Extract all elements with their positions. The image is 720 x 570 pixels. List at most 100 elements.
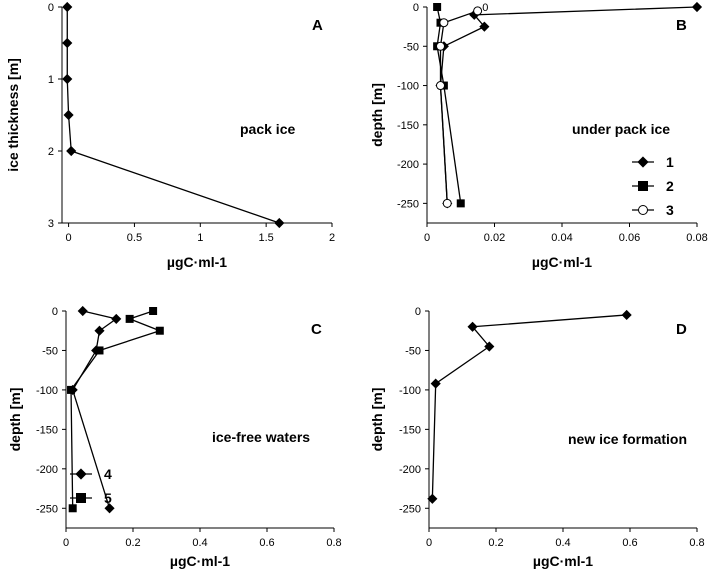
panel-annotation: under pack ice xyxy=(572,121,670,137)
x-tick-label: 0.06 xyxy=(619,232,640,244)
series-line-1 xyxy=(439,6,698,204)
x-tick-label: 0.5 xyxy=(127,232,142,244)
series-line-0 xyxy=(66,7,280,224)
legend-marker-1 xyxy=(637,156,649,168)
data-point-4 xyxy=(94,325,105,336)
legend-marker-2 xyxy=(638,181,648,191)
data-point-4 xyxy=(77,305,88,317)
x-tick-label: 0.8 xyxy=(326,537,341,549)
panel-letter: D xyxy=(676,321,687,338)
x-tick-label: 0.2 xyxy=(488,537,503,549)
y-tick-label: 1 xyxy=(48,74,54,86)
x-axis-label: µgC·ml-1 xyxy=(533,553,593,569)
data-point-2 xyxy=(433,3,442,11)
y-tick-label: -250 xyxy=(36,503,58,515)
y-axis-label: depth [m] xyxy=(369,388,385,452)
y-tick-label: -150 xyxy=(397,120,419,132)
y-axis-label: depth [m] xyxy=(369,83,385,147)
data-point-5 xyxy=(95,346,104,355)
legend-label: 4 xyxy=(104,466,112,482)
legend: 45 xyxy=(70,466,112,506)
data-point-2 xyxy=(456,199,465,208)
series-line-0 xyxy=(431,314,627,499)
y-tick-label: -200 xyxy=(397,159,419,171)
data-point-5 xyxy=(68,504,77,513)
y-tick-label: -150 xyxy=(36,424,58,436)
x-tick-label: 0.08 xyxy=(686,232,707,244)
data-point-0 xyxy=(62,37,73,49)
y-tick-label: -50 xyxy=(42,345,58,357)
data-point-5 xyxy=(125,314,134,323)
chart-panel-b: 0 0.02 0.04 0.06 0.08 0 -50 -100 -150 -200 -250 µgC… xyxy=(369,1,708,270)
x-tick-label: 0.2 xyxy=(125,537,140,549)
data-point-3 xyxy=(436,41,445,51)
series-line-2 xyxy=(436,6,462,204)
y-tick-label: 3 xyxy=(48,218,54,230)
y-tick-label: -50 xyxy=(405,345,421,357)
data-point-4 xyxy=(104,503,115,514)
data-point-1 xyxy=(479,21,490,32)
x-tick-label: 1.5 xyxy=(258,232,273,244)
data-point-0 xyxy=(484,341,495,352)
y-tick-label: -250 xyxy=(399,503,421,515)
chart-panel-c: 0 0.2 0.4 0.6 0.8 0 -50 -100 -150 -200 -250 µgC·ml-… xyxy=(7,305,342,569)
series-line-5 xyxy=(70,310,161,509)
data-point-3 xyxy=(442,198,452,208)
y-axis-label: ice thickness [m] xyxy=(5,58,21,172)
data-point-5 xyxy=(67,385,76,394)
x-tick-label: 0.4 xyxy=(192,537,207,549)
data-point-1 xyxy=(691,1,703,13)
x-tick-label: 0.8 xyxy=(689,537,704,549)
data-point-3 xyxy=(436,81,445,91)
x-tick-label: 0 xyxy=(63,537,69,549)
y-tick-label: -100 xyxy=(399,385,421,397)
y-tick-label: 0 xyxy=(415,306,421,318)
chart-panel-d: 0 0.2 0.4 0.6 0.8 0 -50 -100 -150 -200 -250 µgC·ml-… xyxy=(369,306,705,569)
x-tick-label: 0.6 xyxy=(259,537,274,549)
data-point-0 xyxy=(63,109,74,121)
data-point-5 xyxy=(155,326,164,335)
data-point-5 xyxy=(149,307,158,315)
legend-label: 1 xyxy=(666,154,674,170)
x-axis-label: µgC·ml-1 xyxy=(532,254,592,270)
panel-letter: C xyxy=(311,321,322,338)
x-tick-label: 0 xyxy=(66,232,72,244)
y-tick-label: -200 xyxy=(399,464,421,476)
x-tick-label: 2 xyxy=(329,232,335,244)
legend-label: 3 xyxy=(666,202,674,218)
chart-panel-a: 0 0.5 1 1.5 2 0 1 2 3 µgC·ml-1 ice thickness [m] Ap… xyxy=(5,1,335,270)
y-tick-label: 0 xyxy=(48,2,54,14)
y-tick-label: -100 xyxy=(397,81,419,93)
y-tick-label: -200 xyxy=(36,464,58,476)
data-point-0 xyxy=(274,217,285,229)
data-point-3 xyxy=(473,6,483,16)
legend: 1 2 3 xyxy=(632,154,674,218)
legend-label: 5 xyxy=(104,490,112,506)
y-axis-label: depth [m] xyxy=(7,388,23,452)
data-point-0 xyxy=(66,145,77,157)
x-tick-label: 0 xyxy=(426,537,432,549)
data-point-0 xyxy=(621,309,632,321)
x-tick-label: 0.4 xyxy=(555,537,570,549)
panel-annotation: ice-free waters xyxy=(212,429,310,445)
panel-letter: B xyxy=(676,17,687,34)
y-tick-label: 2 xyxy=(48,146,54,158)
legend-marker-5 xyxy=(76,493,86,503)
x-axis-label: µgC·ml-1 xyxy=(170,553,230,569)
legend-marker-4 xyxy=(75,468,87,480)
x-tick-label: 0.02 xyxy=(484,232,505,244)
series-line-4 xyxy=(72,310,117,509)
panel-annotation: pack ice xyxy=(240,121,295,137)
data-point-4 xyxy=(111,313,122,324)
legend-label: 2 xyxy=(666,178,674,194)
data-point-3 xyxy=(439,18,449,28)
y-tick-label: -50 xyxy=(403,41,419,53)
data-point-0 xyxy=(62,73,73,85)
y-tick-label: -100 xyxy=(36,385,58,397)
data-point-0 xyxy=(467,321,478,332)
y-tick-label: 0 xyxy=(413,2,419,14)
x-axis-label: µgC·ml-1 xyxy=(167,254,227,270)
legend-marker-3 xyxy=(638,205,648,215)
y-tick-label: -250 xyxy=(397,198,419,210)
